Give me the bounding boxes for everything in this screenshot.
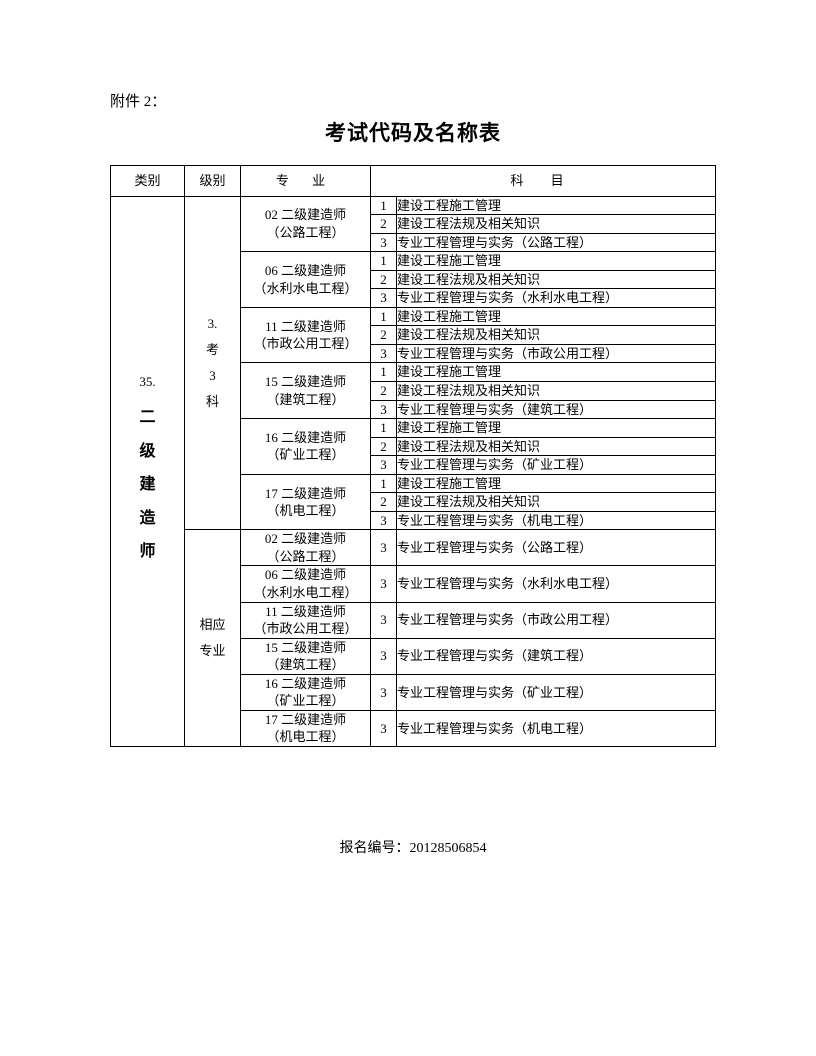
major-cell: 15 二级建造师（建筑工程） <box>241 363 371 419</box>
subject-number: 3 <box>371 344 397 363</box>
table-row: 相应专业02 二级建造师（公路工程）3专业工程管理与实务（公路工程） <box>111 530 716 566</box>
table-header-row: 类别 级别 专 业 科 目 <box>111 166 716 197</box>
header-major: 专 业 <box>241 166 371 197</box>
subject-number: 2 <box>371 326 397 345</box>
subject-name: 专业工程管理与实务（公路工程） <box>397 530 716 566</box>
major-cell: 02 二级建造师（公路工程） <box>241 530 371 566</box>
major-cell: 15 二级建造师（建筑工程） <box>241 638 371 674</box>
level-cell: 3.考3科 <box>185 196 241 530</box>
subject-name: 建设工程法规及相关知识 <box>397 493 716 512</box>
subject-number: 3 <box>371 602 397 638</box>
registration-number: 报名编号：20128506854 <box>110 837 716 857</box>
subject-number: 3 <box>371 710 397 746</box>
subject-number: 3 <box>371 566 397 602</box>
subject-number: 2 <box>371 382 397 401</box>
page-title: 考试代码及名称表 <box>110 117 716 147</box>
exam-table: 类别 级别 专 业 科 目 35.二级建造师3.考3科02 二级建造师（公路工程… <box>110 165 716 747</box>
subject-name: 建设工程法规及相关知识 <box>397 270 716 289</box>
header-level: 级别 <box>185 166 241 197</box>
subject-name: 专业工程管理与实务（矿业工程） <box>397 674 716 710</box>
major-cell: 17 二级建造师（机电工程） <box>241 710 371 746</box>
subject-number: 3 <box>371 674 397 710</box>
subject-name: 建设工程法规及相关知识 <box>397 382 716 401</box>
subject-name: 专业工程管理与实务（机电工程） <box>397 710 716 746</box>
subject-number: 3 <box>371 530 397 566</box>
header-category: 类别 <box>111 166 185 197</box>
subject-number: 1 <box>371 363 397 382</box>
subject-name: 建设工程施工管理 <box>397 363 716 382</box>
subject-name: 专业工程管理与实务（市政公用工程） <box>397 602 716 638</box>
subject-name: 建设工程施工管理 <box>397 307 716 326</box>
major-cell: 11 二级建造师（市政公用工程） <box>241 602 371 638</box>
subject-name: 专业工程管理与实务（机电工程） <box>397 511 716 530</box>
major-cell: 16 二级建造师（矿业工程） <box>241 674 371 710</box>
page: 附件 2： 考试代码及名称表 类别 级别 专 业 科 目 35.二级建造师3.考… <box>0 0 816 857</box>
subject-number: 1 <box>371 196 397 215</box>
subject-number: 1 <box>371 252 397 271</box>
subject-name: 建设工程施工管理 <box>397 196 716 215</box>
subject-number: 2 <box>371 215 397 234</box>
subject-name: 专业工程管理与实务（市政公用工程） <box>397 344 716 363</box>
subject-number: 3 <box>371 638 397 674</box>
subject-name: 建设工程法规及相关知识 <box>397 215 716 234</box>
major-cell: 06 二级建造师（水利水电工程） <box>241 566 371 602</box>
subject-number: 2 <box>371 270 397 289</box>
subject-name: 专业工程管理与实务（公路工程） <box>397 233 716 252</box>
table-row: 35.二级建造师3.考3科02 二级建造师（公路工程）1建设工程施工管理 <box>111 196 716 215</box>
subject-name: 专业工程管理与实务（矿业工程） <box>397 456 716 475</box>
subject-number: 3 <box>371 400 397 419</box>
subject-number: 3 <box>371 456 397 475</box>
subject-name: 专业工程管理与实务（建筑工程） <box>397 638 716 674</box>
major-cell: 11 二级建造师（市政公用工程） <box>241 307 371 363</box>
major-cell: 17 二级建造师（机电工程） <box>241 474 371 530</box>
subject-number: 1 <box>371 307 397 326</box>
level-cell: 相应专业 <box>185 530 241 747</box>
subject-number: 3 <box>371 511 397 530</box>
major-cell: 16 二级建造师（矿业工程） <box>241 419 371 475</box>
major-cell: 02 二级建造师（公路工程） <box>241 196 371 252</box>
attachment-label: 附件 2： <box>110 90 716 111</box>
header-subject: 科 目 <box>371 166 716 197</box>
subject-name: 建设工程法规及相关知识 <box>397 326 716 345</box>
subject-number: 3 <box>371 289 397 308</box>
major-cell: 06 二级建造师（水利水电工程） <box>241 252 371 308</box>
subject-number: 1 <box>371 419 397 438</box>
subject-name: 专业工程管理与实务（水利水电工程） <box>397 289 716 308</box>
subject-name: 建设工程施工管理 <box>397 419 716 438</box>
subject-name: 建设工程施工管理 <box>397 474 716 493</box>
subject-number: 2 <box>371 437 397 456</box>
subject-name: 专业工程管理与实务（水利水电工程） <box>397 566 716 602</box>
subject-name: 专业工程管理与实务（建筑工程） <box>397 400 716 419</box>
category-cell: 35.二级建造师 <box>111 196 185 746</box>
subject-number: 2 <box>371 493 397 512</box>
subject-name: 建设工程施工管理 <box>397 252 716 271</box>
subject-number: 1 <box>371 474 397 493</box>
subject-number: 3 <box>371 233 397 252</box>
subject-name: 建设工程法规及相关知识 <box>397 437 716 456</box>
